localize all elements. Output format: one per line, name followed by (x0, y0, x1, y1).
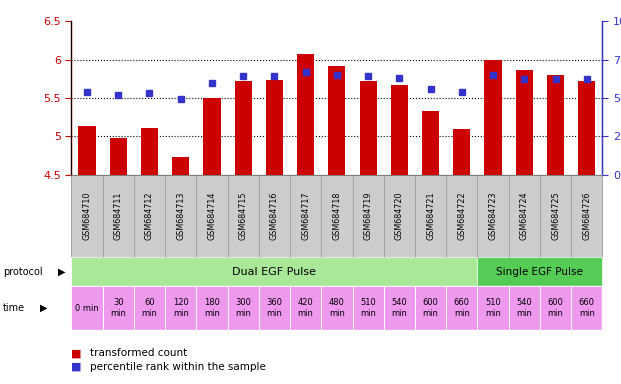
Bar (266, 80, 283, 175)
Text: GSM684712: GSM684712 (145, 192, 154, 240)
Bar (515, 70, 533, 175)
Text: GSM684717: GSM684717 (301, 192, 310, 240)
Text: GSM684713: GSM684713 (176, 192, 185, 240)
Bar (172, 157, 189, 175)
Text: ■: ■ (71, 348, 82, 358)
Text: 540
min: 540 min (391, 298, 407, 318)
Text: GSM684723: GSM684723 (489, 192, 497, 240)
Text: 300
min: 300 min (235, 298, 251, 318)
Text: 480
min: 480 min (329, 298, 345, 318)
Text: GSM684726: GSM684726 (582, 192, 591, 240)
Bar (453, 129, 471, 175)
Bar (297, 54, 314, 175)
Text: ■: ■ (71, 362, 82, 372)
Text: GSM684719: GSM684719 (364, 192, 373, 240)
Text: GSM684710: GSM684710 (83, 192, 91, 240)
Text: 660
min: 660 min (579, 298, 595, 318)
Text: time: time (3, 303, 25, 313)
Bar (578, 81, 596, 175)
Text: 600
min: 600 min (548, 298, 563, 318)
Text: 510
min: 510 min (485, 298, 501, 318)
Text: 30
min: 30 min (111, 298, 126, 318)
Bar (391, 85, 408, 175)
Bar (484, 60, 502, 175)
Text: GSM684716: GSM684716 (270, 192, 279, 240)
Text: GSM684714: GSM684714 (207, 192, 217, 240)
Bar (360, 81, 377, 175)
Text: 660
min: 660 min (454, 298, 470, 318)
Bar (141, 128, 158, 175)
Text: GSM684720: GSM684720 (395, 192, 404, 240)
Text: 180
min: 180 min (204, 298, 220, 318)
Bar (547, 75, 564, 175)
Text: GSM684722: GSM684722 (457, 192, 466, 240)
Text: GSM684725: GSM684725 (551, 192, 560, 240)
Text: 540
min: 540 min (516, 298, 532, 318)
Text: ▶: ▶ (58, 266, 65, 277)
Bar (235, 81, 252, 175)
Text: GSM684721: GSM684721 (426, 192, 435, 240)
Text: GSM684718: GSM684718 (332, 192, 342, 240)
Text: 510
min: 510 min (360, 298, 376, 318)
Text: GSM684724: GSM684724 (520, 192, 529, 240)
Text: transformed count: transformed count (90, 348, 188, 358)
Text: protocol: protocol (3, 266, 43, 277)
Text: 60
min: 60 min (142, 298, 158, 318)
Text: GSM684715: GSM684715 (238, 192, 248, 240)
Text: Dual EGF Pulse: Dual EGF Pulse (232, 266, 317, 277)
Text: 420
min: 420 min (297, 298, 314, 318)
Bar (422, 111, 439, 175)
Text: 0 min: 0 min (75, 304, 99, 313)
Bar (203, 98, 220, 175)
Text: 360
min: 360 min (266, 298, 283, 318)
Text: 120
min: 120 min (173, 298, 189, 318)
Text: Single EGF Pulse: Single EGF Pulse (496, 266, 583, 277)
Bar (110, 138, 127, 175)
Bar (78, 126, 96, 175)
Text: GSM684711: GSM684711 (114, 192, 123, 240)
Bar (329, 66, 345, 175)
Text: ▶: ▶ (40, 303, 48, 313)
Text: 600
min: 600 min (423, 298, 438, 318)
Text: percentile rank within the sample: percentile rank within the sample (90, 362, 266, 372)
